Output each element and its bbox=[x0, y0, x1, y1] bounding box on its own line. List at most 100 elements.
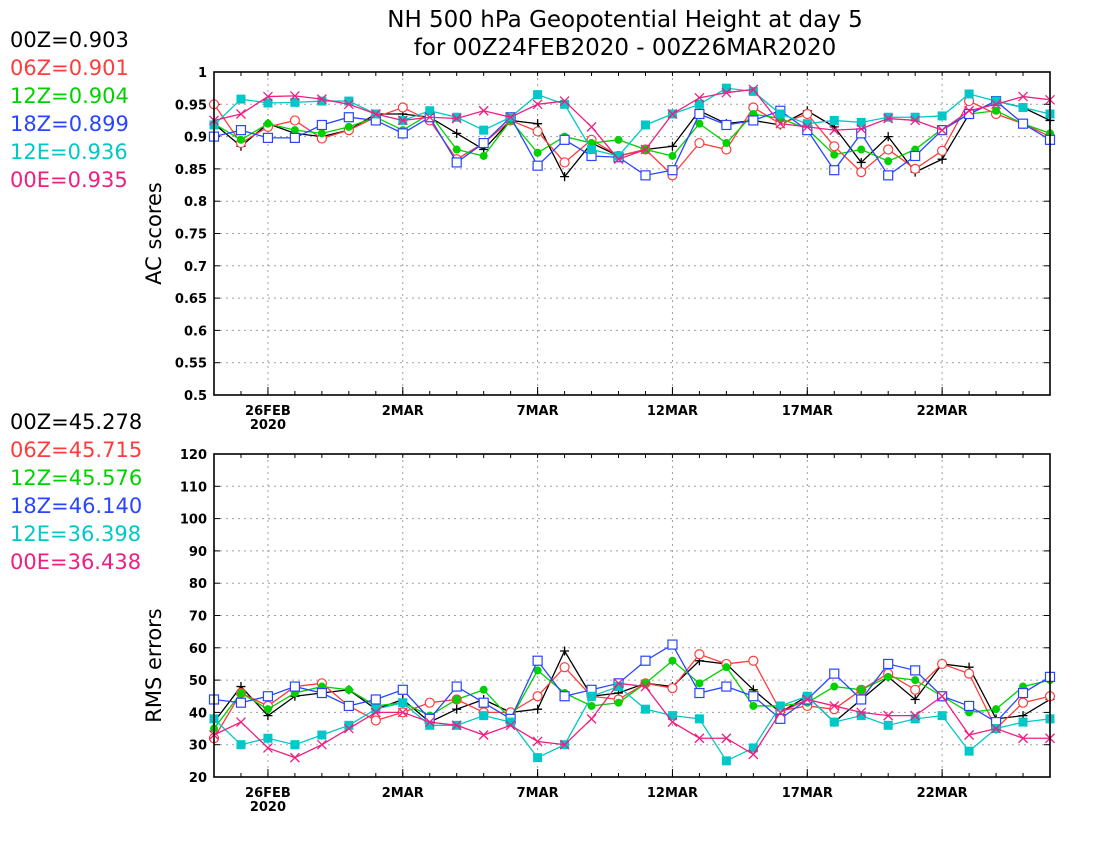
data-point-12Z bbox=[263, 705, 272, 714]
data-point-06Z bbox=[937, 658, 948, 670]
data-point-18Z bbox=[856, 128, 867, 139]
data-point-00E bbox=[289, 90, 300, 101]
data-point-18Z bbox=[559, 134, 570, 145]
data-point-12E bbox=[344, 720, 354, 730]
data-point-00E bbox=[532, 736, 543, 747]
series-00E bbox=[209, 678, 1055, 763]
data-point-06Z bbox=[963, 668, 975, 679]
data-point-00E bbox=[532, 99, 543, 110]
data-point-12E bbox=[587, 145, 597, 155]
series-18Z bbox=[208, 95, 1056, 181]
series-line-12E bbox=[213, 87, 1051, 157]
stat-00Z: 00Z=0.903 bbox=[10, 28, 129, 52]
data-point-12E bbox=[371, 704, 381, 714]
data-point-12Z bbox=[992, 106, 1001, 115]
y-axis-label: RMS errors bbox=[142, 608, 166, 723]
data-point-06Z bbox=[667, 683, 678, 694]
data-point-12Z bbox=[884, 157, 893, 166]
y-tick-label: 40 bbox=[189, 706, 207, 721]
y-tick-label: 0.9 bbox=[184, 131, 207, 146]
data-point-12E bbox=[775, 701, 785, 711]
data-point-12E bbox=[479, 711, 489, 721]
data-point-12E bbox=[802, 691, 812, 701]
data-point-06Z bbox=[424, 697, 435, 708]
data-point-12Z bbox=[479, 151, 488, 160]
y-tick-label: 110 bbox=[180, 480, 207, 495]
data-point-12E bbox=[506, 717, 516, 727]
data-point-06Z bbox=[910, 684, 921, 695]
data-point-00E bbox=[775, 118, 786, 129]
y-tick-label: 100 bbox=[180, 513, 207, 528]
data-point-00E bbox=[343, 723, 354, 734]
data-point-12E bbox=[533, 90, 543, 100]
data-point-18Z bbox=[748, 115, 759, 126]
data-point-00E bbox=[613, 678, 624, 689]
data-point-00E bbox=[397, 707, 408, 718]
data-point-00Z bbox=[937, 154, 947, 164]
data-point-18Z bbox=[910, 150, 921, 162]
data-point-00E bbox=[640, 144, 651, 155]
data-point-18Z bbox=[748, 691, 759, 702]
series-00E bbox=[209, 84, 1055, 165]
data-point-00E bbox=[370, 109, 381, 119]
data-point-12E bbox=[721, 83, 731, 93]
data-point-00E bbox=[910, 115, 921, 126]
series-00Z bbox=[209, 646, 1055, 727]
data-point-18Z bbox=[316, 687, 327, 699]
data-point-00Z bbox=[533, 704, 543, 714]
series-line-00E bbox=[213, 88, 1051, 160]
data-point-12E bbox=[910, 112, 920, 122]
data-point-12Z bbox=[884, 672, 893, 681]
data-point-06Z bbox=[559, 157, 570, 168]
data-point-06Z bbox=[694, 137, 705, 149]
data-point-18Z bbox=[694, 687, 705, 699]
series-line-12Z bbox=[213, 110, 1051, 162]
data-point-00Z bbox=[910, 694, 920, 704]
data-point-12E bbox=[910, 714, 920, 724]
data-point-18Z bbox=[829, 165, 840, 176]
data-point-12E bbox=[614, 682, 624, 692]
data-point-12E bbox=[937, 111, 947, 121]
series-line-18Z bbox=[213, 643, 1051, 723]
data-point-12E bbox=[991, 96, 1001, 106]
data-point-12E bbox=[856, 711, 866, 721]
data-point-12E bbox=[560, 99, 570, 109]
data-point-06Z bbox=[802, 108, 813, 120]
data-point-12E bbox=[236, 94, 246, 104]
data-point-12E bbox=[263, 733, 273, 743]
stat-12Z: 12Z=45.576 bbox=[10, 466, 142, 490]
series-12Z bbox=[210, 106, 1054, 166]
data-point-18Z bbox=[721, 119, 732, 131]
data-point-12Z bbox=[317, 129, 326, 138]
data-point-18Z bbox=[667, 165, 678, 176]
data-point-12E bbox=[1018, 717, 1028, 727]
data-point-00E bbox=[451, 113, 462, 124]
data-point-18Z bbox=[667, 639, 678, 650]
data-point-00E bbox=[559, 739, 570, 750]
data-point-12Z bbox=[479, 685, 488, 694]
data-point-18Z bbox=[235, 125, 247, 136]
data-point-12E bbox=[775, 109, 785, 119]
data-point-06Z bbox=[532, 691, 543, 702]
y-tick-label: 0.75 bbox=[175, 228, 207, 243]
data-point-00E bbox=[856, 123, 867, 134]
y-tick-label: 70 bbox=[189, 610, 207, 625]
x-tick-label: 26FEB bbox=[245, 404, 291, 419]
data-point-12E bbox=[883, 720, 893, 730]
series-18Z bbox=[208, 639, 1056, 728]
data-point-12E bbox=[937, 711, 947, 721]
data-point-12Z bbox=[722, 663, 731, 672]
data-point-12E bbox=[479, 125, 489, 135]
data-point-00Z bbox=[856, 157, 866, 167]
data-point-18Z bbox=[289, 132, 301, 143]
data-point-00E bbox=[289, 752, 300, 763]
y-tick-label: 0.7 bbox=[184, 260, 207, 275]
data-point-12E bbox=[964, 746, 974, 756]
series-line-00E bbox=[213, 682, 1050, 759]
data-point-00Z bbox=[452, 128, 462, 138]
data-point-06Z bbox=[559, 662, 570, 673]
data-point-06Z bbox=[748, 655, 759, 666]
data-point-00E bbox=[262, 91, 273, 102]
stat-00E: 00E=36.438 bbox=[10, 550, 141, 574]
